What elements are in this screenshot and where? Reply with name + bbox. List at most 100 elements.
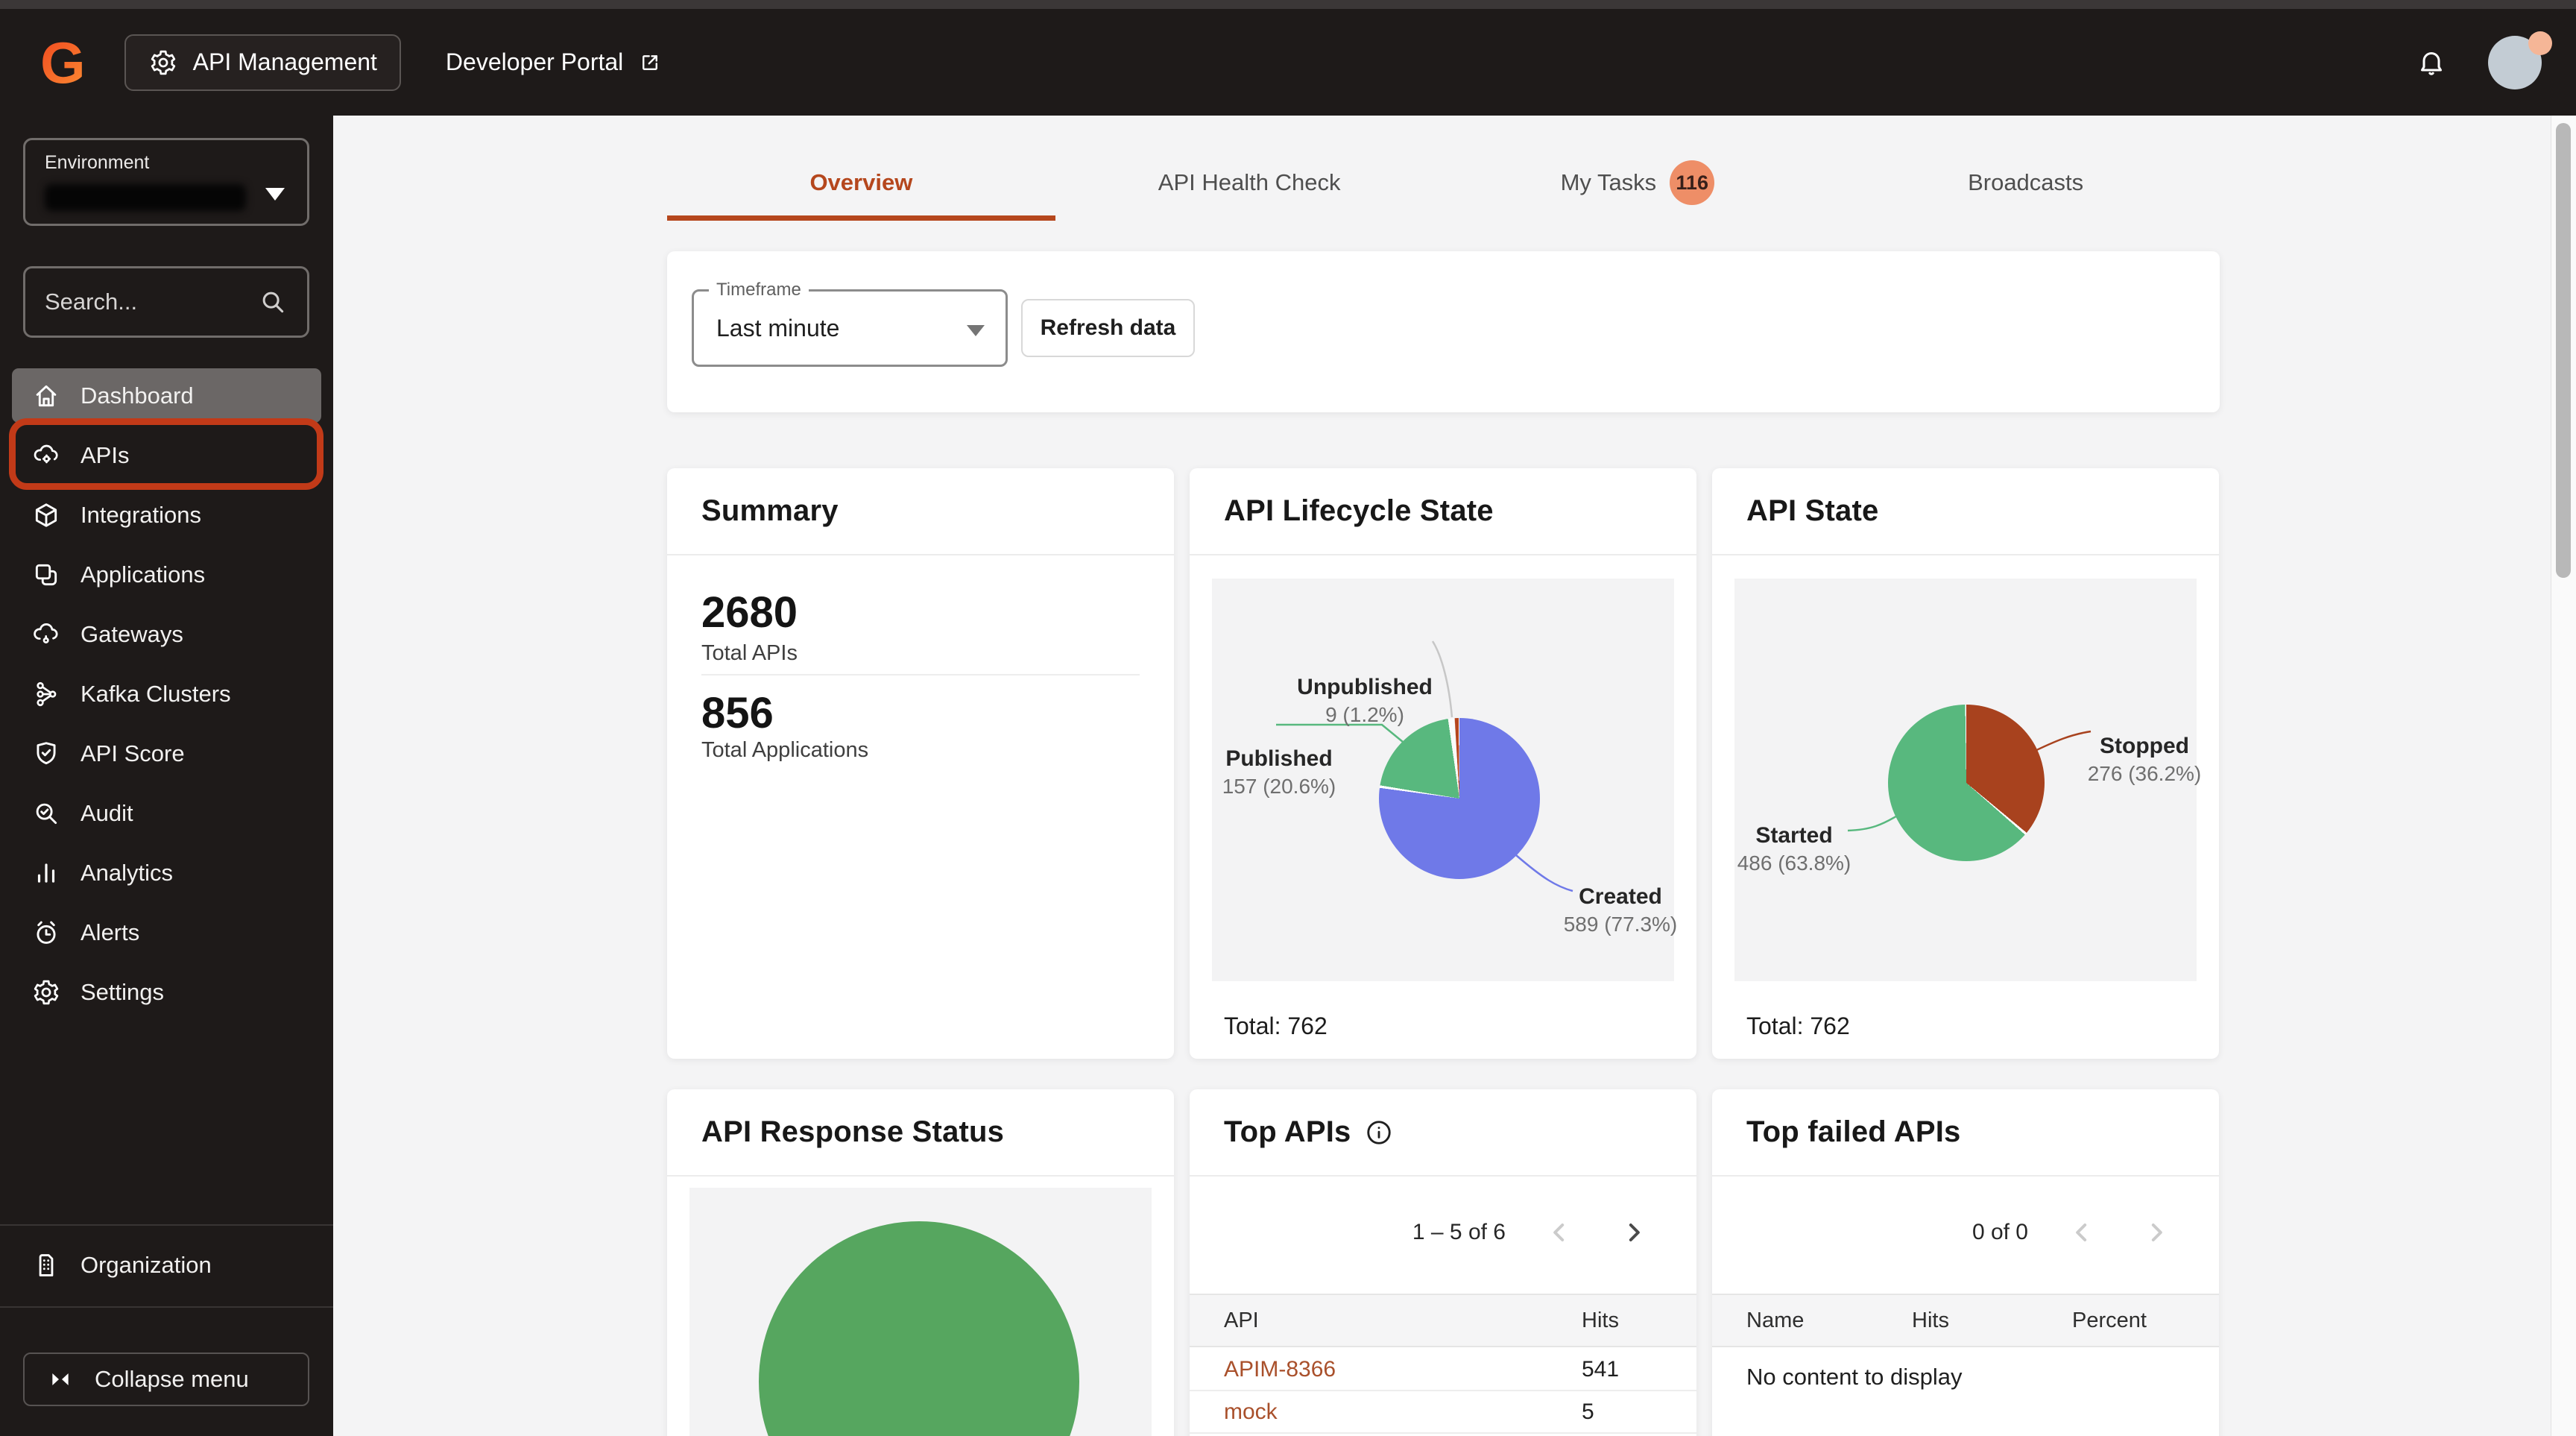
total-applications-label: Total Applications — [701, 738, 869, 762]
divider — [701, 674, 1140, 676]
sidebar-search[interactable] — [23, 266, 309, 338]
timeframe-select-label: Timeframe — [709, 280, 809, 300]
sidebar-item-settings[interactable]: Settings — [12, 965, 321, 1019]
chevron-down-icon — [265, 188, 285, 201]
tab-label: My Tasks — [1560, 169, 1657, 195]
environment-label: Environment — [45, 152, 150, 173]
sidebar-item-applications[interactable]: Applications — [12, 547, 321, 602]
pie-callout-lines — [1847, 730, 2092, 832]
card-title: Summary — [667, 468, 1174, 555]
top-failed-table-header: Name Hits Percent — [1712, 1294, 2219, 1347]
previous-page-button[interactable] — [1538, 1212, 1580, 1253]
hits-value: 541 — [1582, 1356, 1620, 1382]
tab-my-tasks[interactable]: My Tasks 116 — [1444, 150, 1832, 215]
tab-label: Overview — [809, 169, 913, 195]
lifecycle-pie-chart: Unpublished 9 (1.2%) Published 157 (20.6… — [1212, 579, 1677, 981]
top-apis-card: Top APIs 1 – 5 of 6 API Hits APIM-8366 5… — [1190, 1089, 1696, 1436]
table-row: APIM-8366 541 — [1190, 1349, 1696, 1391]
copies-icon — [31, 560, 61, 590]
sidebar-item-integrations[interactable]: Integrations — [12, 488, 321, 542]
api-link[interactable]: APIM-8366 — [1224, 1356, 1336, 1382]
portal-link-label: Developer Portal — [445, 48, 624, 75]
sidebar-item-label: Gateways — [80, 620, 183, 647]
sidebar-item-audit[interactable]: Audit — [12, 786, 321, 840]
sidebar-item-gateways[interactable]: Gateways — [12, 607, 321, 661]
pie-state[interactable] — [1888, 705, 2045, 861]
column-header-percent: Percent — [2072, 1308, 2147, 1332]
environment-value-redacted — [45, 184, 246, 211]
card-title: Top failed APIs — [1712, 1089, 2219, 1177]
sidebar-item-label: Integrations — [80, 501, 201, 528]
response-status-pie-chart — [689, 1188, 1152, 1436]
collapse-menu-label: Collapse menu — [95, 1366, 249, 1392]
sidebar-item-apis[interactable]: APIs — [12, 428, 321, 482]
top-failed-apis-card: Top failed APIs 0 of 0 Name Hits Percent… — [1712, 1089, 2219, 1436]
pagination-range-label: 0 of 0 — [1972, 1220, 2028, 1244]
sidebar-item-kafka-clusters[interactable]: Kafka Clusters — [12, 667, 321, 721]
info-icon[interactable] — [1365, 1118, 1393, 1147]
home-icon — [31, 381, 61, 411]
sidebar-item-analytics[interactable]: Analytics — [12, 845, 321, 900]
previous-page-button[interactable] — [2061, 1212, 2103, 1253]
sidebar-item-api-score[interactable]: API Score — [12, 726, 321, 781]
chevron-down-icon — [967, 325, 985, 336]
collapse-icon — [45, 1367, 75, 1392]
app-chip-label: API Management — [192, 48, 377, 75]
kafka-network-icon — [31, 679, 61, 709]
pie-response-status[interactable] — [759, 1221, 1079, 1436]
refresh-data-button[interactable]: Refresh data — [1021, 299, 1195, 357]
notifications-bell-icon[interactable] — [2416, 48, 2446, 78]
sidebar-item-label: APIs — [80, 441, 130, 468]
sidebar: Environment Dashboard APIs Integrations — [0, 116, 333, 1436]
card-title: Top APIs — [1190, 1089, 1696, 1177]
card-title: API Lifecycle State — [1190, 468, 1696, 555]
column-header-hits: Hits — [1912, 1308, 1949, 1332]
timeframe-select[interactable]: Timeframe Last minute — [692, 280, 1008, 367]
gravitee-logo[interactable]: G — [40, 29, 86, 95]
developer-portal-link[interactable]: Developer Portal — [446, 48, 665, 78]
pie-lifecycle[interactable] — [1379, 718, 1540, 879]
tab-api-health-check[interactable]: API Health Check — [1055, 150, 1444, 215]
tab-broadcasts[interactable]: Broadcasts — [1831, 150, 2220, 215]
sidebar-item-dashboard[interactable]: Dashboard — [12, 368, 321, 423]
total-applications-value: 856 — [701, 689, 774, 737]
next-page-button[interactable] — [2135, 1212, 2177, 1253]
user-avatar[interactable] — [2488, 31, 2552, 89]
external-link-icon — [635, 48, 665, 78]
cube-icon — [31, 500, 61, 530]
api-link[interactable]: mock — [1224, 1399, 1278, 1424]
vertical-scrollbar[interactable] — [2551, 116, 2576, 1436]
sidebar-nav: Dashboard APIs Integrations Applications… — [0, 368, 333, 1024]
sidebar-item-organization[interactable]: Organization — [12, 1238, 321, 1292]
sidebar-item-label: API Score — [80, 740, 185, 766]
total-apis-value: 2680 — [701, 588, 798, 637]
my-tasks-count-badge: 116 — [1670, 160, 1715, 205]
search-input[interactable] — [45, 289, 246, 315]
top-apis-table-header: API Hits — [1190, 1294, 1696, 1347]
gear-icon — [148, 48, 178, 78]
sidebar-item-alerts[interactable]: Alerts — [12, 905, 321, 960]
pie-label-created: Created 589 (77.3%) — [1563, 884, 1678, 936]
sidebar-item-label: Organization — [80, 1252, 212, 1278]
sidebar-item-label: Alerts — [80, 919, 140, 945]
gear-icon — [31, 977, 61, 1007]
pie-label-published: Published 157 (20.6%) — [1222, 746, 1336, 798]
pie-callout-lines — [1276, 640, 1573, 892]
magnifier-check-icon — [31, 799, 61, 828]
next-page-button[interactable] — [1613, 1212, 1655, 1253]
column-header-hits: Hits — [1582, 1308, 1619, 1332]
environment-selector[interactable]: Environment — [23, 138, 309, 226]
alarm-clock-icon — [31, 918, 61, 948]
api-lifecycle-state-card: API Lifecycle State Unpublished 9 (1.2%)… — [1190, 468, 1696, 1059]
collapse-menu-button[interactable]: Collapse menu — [23, 1352, 309, 1406]
card-title: API Response Status — [667, 1089, 1174, 1177]
tab-overview[interactable]: Overview — [667, 150, 1055, 221]
pagination-range-label: 1 – 5 of 6 — [1412, 1220, 1506, 1244]
app-switcher-chip[interactable]: API Management — [124, 34, 401, 91]
scrollbar-thumb[interactable] — [2556, 123, 2571, 578]
total-apis-label: Total APIs — [701, 641, 798, 665]
top-failed-pagination: 0 of 0 — [1712, 1209, 2219, 1256]
avatar-status-badge — [2528, 31, 2552, 55]
state-pie-chart: Stopped 276 (36.2%) Started 486 (63.8%) — [1734, 579, 2201, 981]
